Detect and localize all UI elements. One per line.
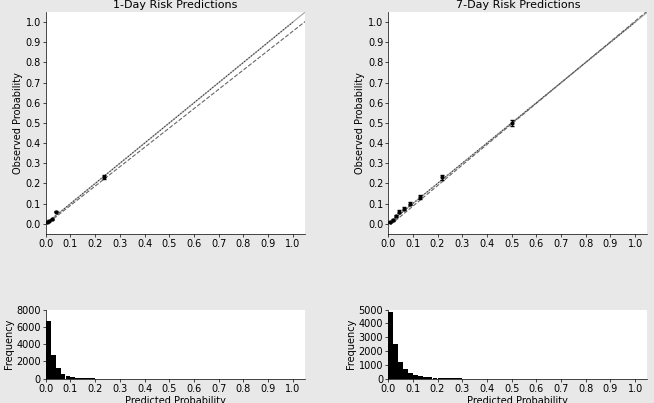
Title: 7-Day Risk Predictions: 7-Day Risk Predictions — [456, 0, 580, 10]
Bar — [85, 378, 90, 379]
Title: 1-Day Risk Predictions: 1-Day Risk Predictions — [113, 0, 237, 10]
Bar — [398, 362, 403, 379]
Bar — [453, 378, 457, 379]
Bar — [408, 373, 413, 379]
Bar — [428, 377, 432, 379]
Bar — [75, 378, 80, 379]
Bar — [413, 375, 418, 379]
Bar — [80, 378, 85, 379]
Bar — [61, 374, 65, 379]
Bar — [393, 344, 398, 379]
Y-axis label: Frequency: Frequency — [346, 319, 356, 370]
Bar — [438, 378, 442, 379]
Bar — [56, 368, 61, 379]
Bar — [443, 378, 447, 379]
Bar — [46, 321, 50, 379]
X-axis label: Predicted Probability: Predicted Probability — [125, 397, 226, 403]
Bar — [403, 369, 408, 379]
Bar — [51, 355, 56, 379]
Bar — [432, 378, 438, 379]
Y-axis label: Observed Probability: Observed Probability — [13, 72, 23, 174]
Y-axis label: Observed Probability: Observed Probability — [355, 72, 365, 174]
Bar — [71, 377, 75, 379]
X-axis label: Predicted Probability: Predicted Probability — [468, 397, 568, 403]
Bar — [418, 376, 422, 379]
Y-axis label: Frequency: Frequency — [3, 319, 14, 370]
Bar — [388, 312, 393, 379]
Bar — [422, 376, 428, 379]
Bar — [447, 378, 452, 379]
Bar — [65, 376, 71, 379]
